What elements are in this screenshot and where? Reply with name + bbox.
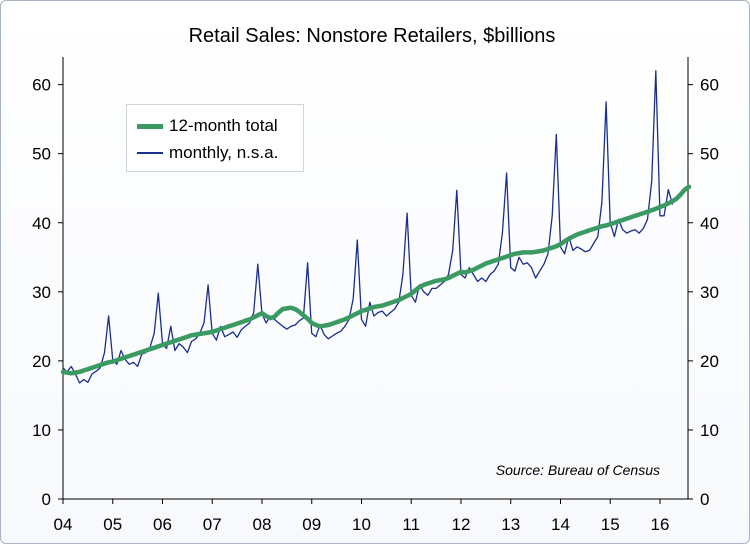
- x-tick-label: 09: [302, 515, 321, 534]
- y-tick-label-right: 0: [700, 490, 709, 509]
- legend-item-12-month-total: 12-month total: [137, 115, 278, 137]
- x-tick-label: 06: [153, 515, 172, 534]
- x-tick-label: 07: [203, 515, 222, 534]
- legend-swatch-monthly: [137, 152, 163, 154]
- x-tick-label: 15: [601, 515, 620, 534]
- legend-label-monthly: monthly, n.s.a.: [169, 143, 279, 162]
- x-tick-label: 16: [651, 515, 670, 534]
- legend-swatch-12-month-total: [137, 123, 163, 129]
- x-tick-label: 13: [501, 515, 520, 534]
- x-tick-label: 10: [352, 515, 371, 534]
- chart-title: Retail Sales: Nonstore Retailers, $billi…: [189, 25, 556, 47]
- series-line-12-month-total: [60, 184, 692, 376]
- y-tick-label-right: 20: [700, 352, 719, 371]
- legend-item-monthly: monthly, n.s.a.: [137, 142, 278, 164]
- x-tick-label: 04: [54, 515, 73, 534]
- x-tick-label: 08: [253, 515, 272, 534]
- y-tick-label-right: 60: [700, 76, 719, 95]
- x-tick-label: 11: [402, 515, 420, 534]
- x-tick-label: 05: [103, 515, 122, 534]
- y-tick-label-left: 10: [32, 421, 51, 440]
- y-tick-label-left: 0: [42, 490, 51, 509]
- y-tick-label-left: 30: [32, 283, 51, 302]
- x-tick-label: 12: [452, 515, 471, 534]
- y-tick-label-right: 30: [700, 283, 719, 302]
- y-tick-label-left: 60: [32, 76, 51, 95]
- y-tick-label-right: 50: [700, 145, 719, 164]
- source-note: Source: Bureau of Census: [495, 462, 660, 478]
- series-layer: [60, 70, 692, 384]
- legend: 12-month total monthly, n.s.a.: [126, 104, 304, 172]
- y-tick-label-right: 10: [700, 421, 719, 440]
- y-tick-label-left: 20: [32, 352, 51, 371]
- y-tick-label-left: 50: [32, 145, 51, 164]
- y-tick-label-left: 40: [32, 214, 51, 233]
- axes: 0 0 10 10 20 20 30 30 40 40 50 50 60 60 04 05 06 07 08 09 10…: [32, 57, 719, 534]
- y-tick-label-right: 40: [700, 214, 719, 233]
- legend-label-12-month-total: 12-month total: [169, 116, 278, 135]
- x-tick-label: 14: [551, 515, 570, 534]
